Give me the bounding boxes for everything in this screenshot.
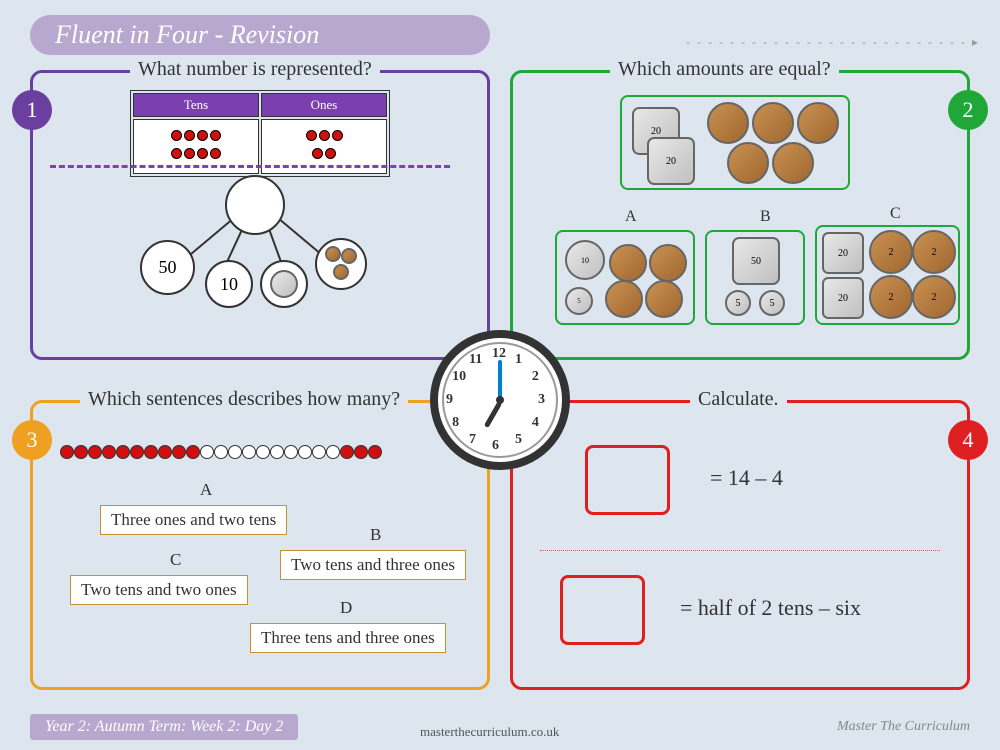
answer-box-2[interactable]	[560, 575, 645, 645]
dotted-divider	[540, 550, 940, 551]
arrow-decoration: - - - - - - - - - - - - - - - - - - - - …	[686, 35, 980, 50]
q3-option-b: Two tens and three ones	[280, 550, 466, 580]
q2-box-a: 10 5	[555, 230, 695, 325]
q2-top-box: 20 20	[620, 95, 850, 190]
q3-label-d: D	[340, 598, 352, 618]
url-text: masterthecurriculum.co.uk	[420, 724, 559, 740]
q2-title: Which amounts are equal?	[610, 58, 839, 81]
badge-4: 4	[948, 420, 988, 460]
q3-label-c: C	[170, 550, 181, 570]
eq2-text: = half of 2 tens – six	[680, 595, 861, 621]
q3-label-b: B	[370, 525, 381, 545]
clock: 123456789101112	[430, 330, 570, 470]
q2-box-c: 20 20 2 2 2 2	[815, 225, 960, 325]
q4-title: Calculate.	[690, 388, 787, 411]
badge-1: 1	[12, 90, 52, 130]
panel-4	[510, 400, 970, 690]
q3-label-a: A	[200, 480, 212, 500]
q2-box-b: 50 5 5	[705, 230, 805, 325]
q3-option-a: Three ones and two tens	[100, 505, 287, 535]
footer-label: Year 2: Autumn Term: Week 2: Day 2	[30, 714, 298, 740]
dashed-divider	[50, 165, 450, 168]
q3-title: Which sentences describes how many?	[80, 388, 408, 411]
tens-ones-table: TensOnes	[130, 90, 390, 177]
q2-label-a: A	[625, 208, 637, 226]
answer-box-1[interactable]	[585, 445, 670, 515]
th-tens: Tens	[133, 93, 259, 117]
th-ones: Ones	[261, 93, 387, 117]
eq1-text: = 14 – 4	[710, 465, 783, 491]
title-bar: Fluent in Four - Revision	[30, 15, 490, 55]
q3-option-d: Three tens and three ones	[250, 623, 446, 653]
badge-3: 3	[12, 420, 52, 460]
q3-option-c: Two tens and two ones	[70, 575, 248, 605]
q2-label-c: C	[890, 205, 901, 223]
badge-2: 2	[948, 90, 988, 130]
q2-label-b: B	[760, 208, 771, 226]
q1-title: What number is represented?	[130, 58, 380, 81]
bead-string	[60, 445, 382, 459]
brand-text: Master The Curriculum	[837, 719, 970, 735]
